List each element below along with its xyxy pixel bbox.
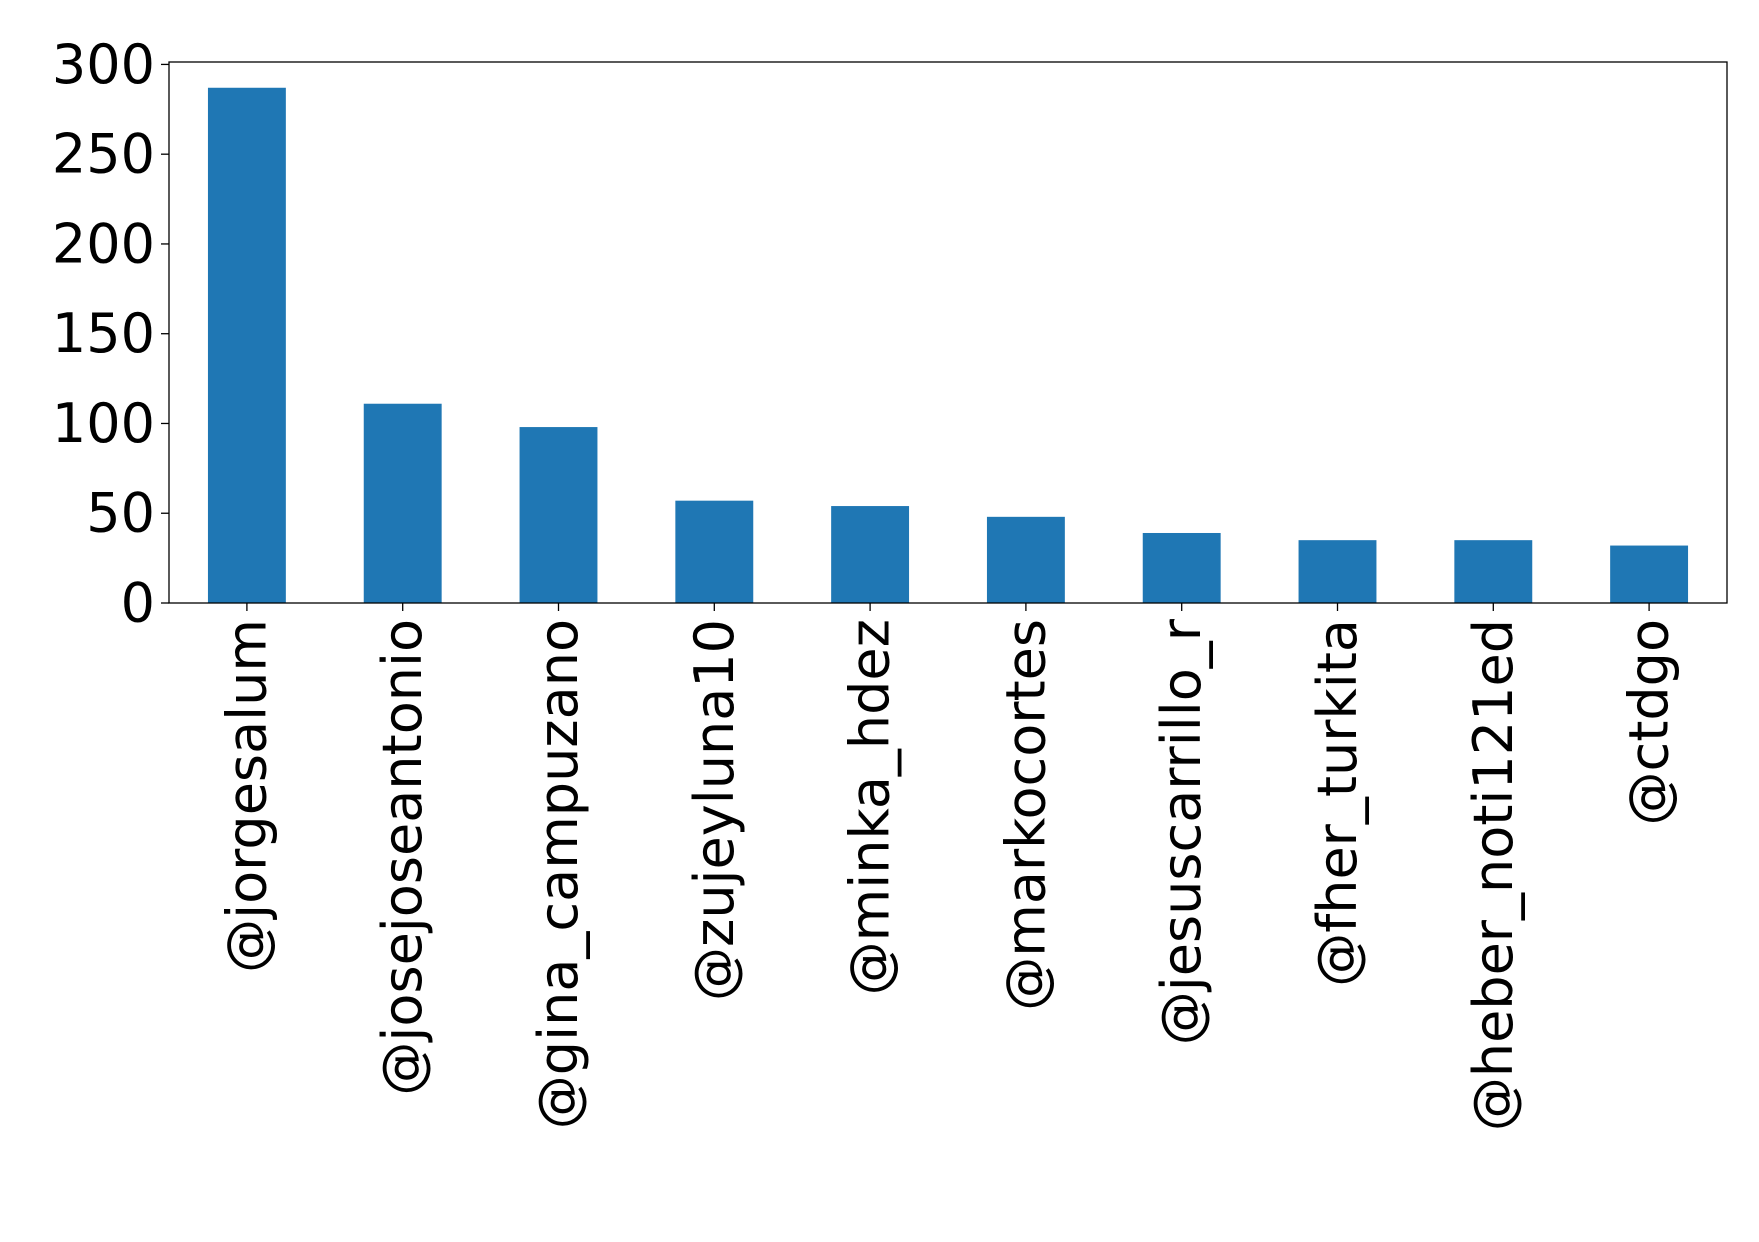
y-tick-label: 250 [52,123,155,186]
x-tick-label: @ctdgo [1618,619,1681,825]
x-tick-label: @josejoseantonio [371,619,434,1096]
y-tick-label: 200 [52,212,155,275]
y-tick-label: 300 [52,33,155,96]
bar-fher_turkita [1298,540,1377,603]
bar-heber_noti121ed [1454,540,1533,603]
y-tick-label: 0 [121,572,155,635]
x-tick-label: @heber_noti121ed [1462,619,1525,1131]
y-tick-label: 100 [52,392,155,455]
x-tick-label: @zujeyluna10 [683,619,746,1001]
bar-josejoseantonio [363,403,442,603]
bar-gina_campuzano [519,427,598,603]
x-tick-label: @jesuscarrillo_r [1150,618,1213,1045]
y-tick-label: 50 [86,482,155,545]
x-tick-label: @jorgesalum [215,619,278,973]
bar-markocortes [986,516,1065,603]
x-tick-label: @minka_hdez [839,619,902,995]
y-tick-label: 150 [52,302,155,365]
bar-jorgesalum [207,87,286,603]
bar-jesuscarrillo_r [1142,532,1221,603]
x-tick-label: @fher_turkita [1306,619,1369,987]
bar-minka_hdez [831,506,910,603]
bar-zujeyluna10 [675,500,754,603]
x-tick-label: @gina_campuzano [527,619,590,1129]
plot-frame [168,61,1728,604]
x-tick-label: @markocortes [994,619,1057,1011]
bar-ctdgo [1610,545,1689,603]
